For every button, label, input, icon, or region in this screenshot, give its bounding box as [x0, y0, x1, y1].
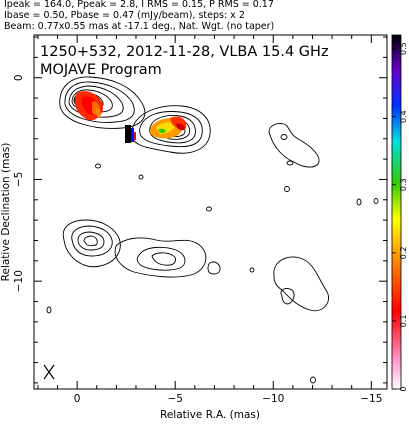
x-tick-label: −5	[167, 393, 182, 405]
x-axis-label: Relative R.A. (mas)	[160, 409, 260, 421]
colorbar	[391, 34, 402, 390]
y-tick-label: −10	[13, 270, 25, 292]
y-tick-labels: 0 −5 −10	[13, 74, 25, 292]
axis-ticks	[34, 35, 387, 389]
header-line-3: Beam: 0.77x0.55 mas at -17.1 deg., Nat. …	[4, 21, 275, 32]
knot-polarization	[125, 116, 187, 143]
x-tick-label: −10	[262, 393, 284, 405]
plot-frame	[33, 34, 388, 390]
header-line-2: Ibase = 0.50, Pbase = 0.47 (mJy/beam), s…	[4, 10, 245, 21]
colorbar-tick-label: 0.1	[399, 315, 408, 328]
map-content	[43, 76, 379, 384]
x-tick-label: 0	[74, 393, 81, 405]
x-tick-labels: 0 −5 −10 −15	[74, 393, 383, 405]
colorbar-tick-label: 0.5	[399, 42, 408, 55]
y-axis-label: Relative Declination (mas)	[0, 143, 12, 282]
x-tick-label: −15	[360, 393, 382, 405]
noise-contours	[46, 123, 379, 384]
y-tick-label: −5	[13, 172, 25, 187]
colorbar-tick-label: 0	[399, 386, 408, 391]
map-title: 1250+532, 2012-11-28, VLBA 15.4 GHz	[40, 44, 329, 60]
y-tick-label: 0	[13, 74, 25, 81]
colorbar-labels: 0.5 0.4 0.3 0.2 0.1 0	[392, 42, 408, 392]
map-subtitle: MOJAVE Program	[40, 62, 162, 78]
colorbar-tick-label: 0.4	[399, 110, 408, 123]
colorbar-tick-label: 0.3	[399, 178, 408, 191]
beam-marker	[43, 364, 55, 380]
header-line-1: Ipeak = 164.0, Ppeak = 2.8, I RMS = 0.15…	[4, 0, 274, 10]
lower-contours	[62, 219, 330, 312]
colorbar-tick-label: 0.2	[399, 246, 408, 259]
core-polarization	[74, 91, 104, 121]
